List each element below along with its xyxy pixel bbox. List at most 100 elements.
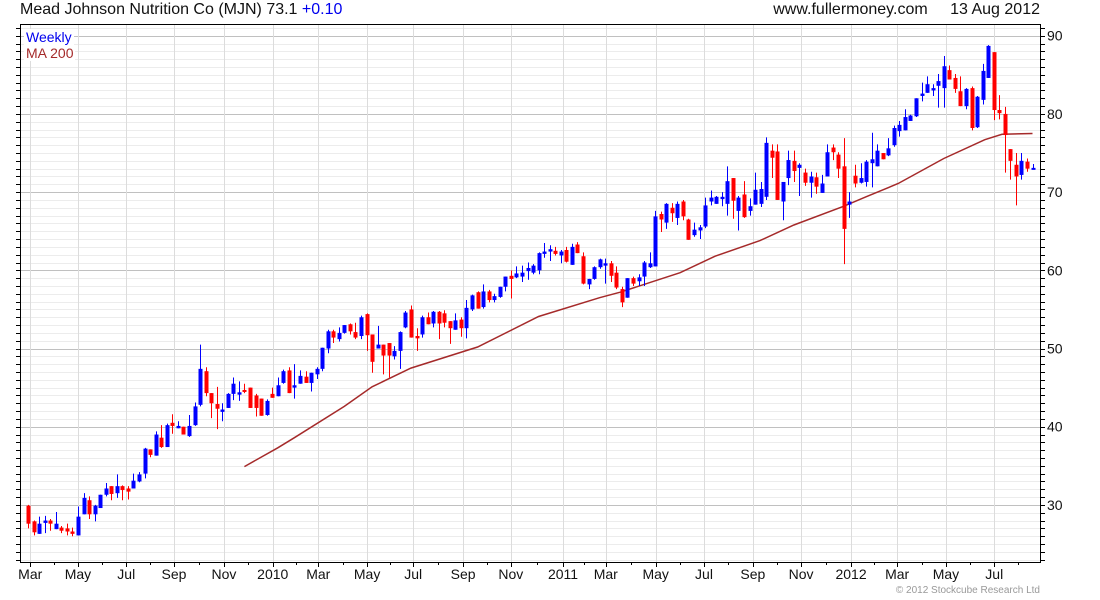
candle-down [170, 414, 175, 434]
candle-body [975, 96, 980, 128]
site-link[interactable]: www.fullermoney.com [773, 1, 928, 18]
x-tick-label: Sep [740, 566, 765, 582]
x-tick-label: Mar [306, 566, 330, 582]
candle-up [526, 262, 531, 280]
price-change: +0.10 [301, 1, 343, 18]
candle-body [592, 267, 597, 279]
candle-body [520, 272, 525, 277]
candle-body [714, 196, 719, 204]
candle-body [176, 425, 181, 429]
candle-up [115, 474, 120, 498]
candle-up [720, 192, 725, 207]
candle-body [942, 66, 947, 89]
candle-body [770, 150, 775, 158]
candle-body [575, 244, 580, 254]
candle-body [398, 332, 403, 351]
candle-down [426, 312, 431, 325]
x-tick-label: Jul [985, 566, 1003, 582]
x-tick-label: Nov [498, 566, 523, 582]
candle-body [65, 528, 70, 532]
candle-body [548, 249, 553, 252]
candle-body [387, 343, 392, 356]
candle-body [992, 52, 997, 111]
candle-down [997, 95, 1002, 120]
candle-down [553, 246, 558, 256]
candle-up [376, 325, 381, 349]
candle-down [48, 518, 53, 531]
y-tick-label: 30 [1047, 497, 1063, 513]
candle-body [947, 70, 952, 80]
candle-down [992, 52, 997, 121]
candle-up [398, 331, 403, 369]
candle-body [997, 110, 1002, 114]
candle-down [353, 322, 358, 340]
candle-body [526, 267, 531, 272]
candle-body [37, 523, 42, 534]
candle-up [337, 327, 342, 342]
y-tick-label: 80 [1047, 106, 1063, 122]
candle-body [559, 251, 564, 256]
candle-up [625, 278, 630, 298]
x-tick-label: Nov [789, 566, 814, 582]
candle-down [32, 520, 37, 536]
candle-body [881, 153, 886, 160]
candle-up [653, 210, 658, 267]
candle-up [231, 377, 236, 401]
candle-body [143, 448, 148, 474]
candle-down [65, 523, 70, 536]
candle-down [681, 199, 686, 221]
candle-body [487, 291, 492, 301]
candle-body [742, 194, 747, 218]
candle-body [43, 520, 48, 523]
candle-up [542, 242, 547, 258]
candle-body [381, 344, 386, 356]
candle-body [514, 273, 519, 278]
candle-down [287, 367, 292, 394]
candle-up [165, 423, 170, 448]
candle-up [187, 414, 192, 437]
candle-body [470, 295, 475, 310]
candle-up [903, 109, 908, 131]
candle-body [498, 286, 503, 297]
candle-body [1031, 167, 1036, 170]
candle-down [842, 138, 847, 265]
candle-up [859, 163, 864, 184]
candle-up [753, 172, 758, 205]
candle-down [836, 152, 841, 179]
candle-down [670, 203, 675, 222]
candle-body [331, 331, 336, 338]
candle-body [348, 324, 353, 332]
candle-down [304, 371, 309, 383]
y-tick-label: 40 [1047, 419, 1063, 435]
candle-up [559, 249, 564, 264]
candle-body [925, 84, 930, 93]
candle-body [70, 531, 75, 534]
candle-up [176, 421, 181, 429]
candle-down [814, 172, 819, 194]
candle-up [603, 258, 608, 284]
candle-body [847, 201, 852, 205]
candle-body [265, 400, 270, 415]
legend-ma200: MA 200 [24, 45, 76, 61]
candle-body [287, 370, 292, 394]
candle-down [476, 291, 481, 309]
candle-body [109, 486, 114, 494]
candle-body [248, 387, 253, 408]
candle-body [564, 249, 569, 262]
candle-up [914, 98, 919, 118]
candle-up [104, 483, 109, 497]
candle-body [659, 214, 664, 220]
candle-down [242, 383, 247, 394]
candle-down [1025, 158, 1030, 172]
candle-body [797, 164, 802, 168]
candle-down [204, 367, 209, 397]
candle-body [664, 203, 669, 223]
candle-body [76, 516, 81, 536]
candle-body [531, 265, 536, 273]
candle-body [392, 350, 397, 357]
candle-body [570, 246, 575, 265]
candle-body [670, 207, 675, 214]
candle-body [831, 147, 836, 153]
candle-down [509, 270, 514, 299]
candle-down [259, 398, 264, 416]
